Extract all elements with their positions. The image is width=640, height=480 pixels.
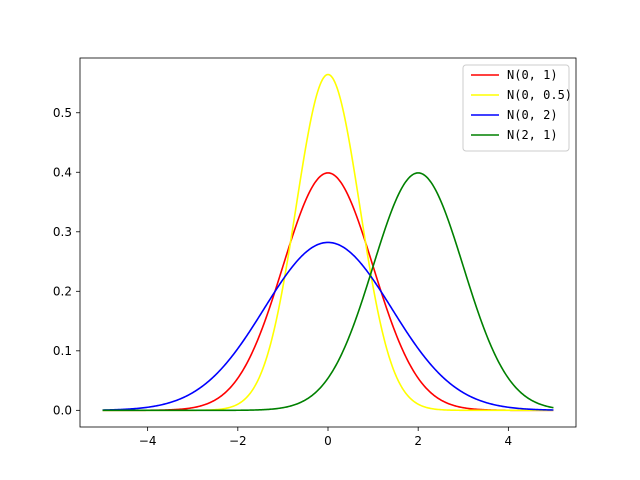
x-tick-label: −4 — [139, 434, 157, 448]
legend-label: N(2, 1) — [507, 128, 558, 142]
y-tick-label: 0.0 — [53, 403, 72, 417]
axis-layer: −4 −2 0 2 4 0.0 0.1 0.2 0.3 0.4 0.5 — [53, 106, 512, 448]
y-tick-label: 0.4 — [53, 165, 72, 179]
legend-box — [462, 64, 570, 152]
x-tick-label: −2 — [229, 434, 247, 448]
legend-label: N(0, 2) — [507, 108, 558, 122]
legend-label: N(0, 1) — [507, 68, 558, 82]
series-line-3 — [102, 172, 554, 412]
x-tick-label: 2 — [414, 434, 422, 448]
series-layer — [102, 73, 554, 412]
x-tick-label: 4 — [505, 434, 513, 448]
x-tick-label: 0 — [324, 434, 332, 448]
y-tick-label: 0.3 — [53, 225, 72, 239]
y-tick-label: 0.1 — [53, 344, 72, 358]
y-tick-label: 0.2 — [53, 284, 72, 298]
legend-label: N(0, 0.5) — [507, 88, 572, 102]
y-tick-label: 0.5 — [53, 106, 72, 120]
legend: N(0, 1) N(0, 0.5) N(0, 2) N(2, 1) — [462, 64, 572, 152]
series-line-2 — [102, 241, 554, 411]
series-line-0 — [102, 172, 554, 412]
